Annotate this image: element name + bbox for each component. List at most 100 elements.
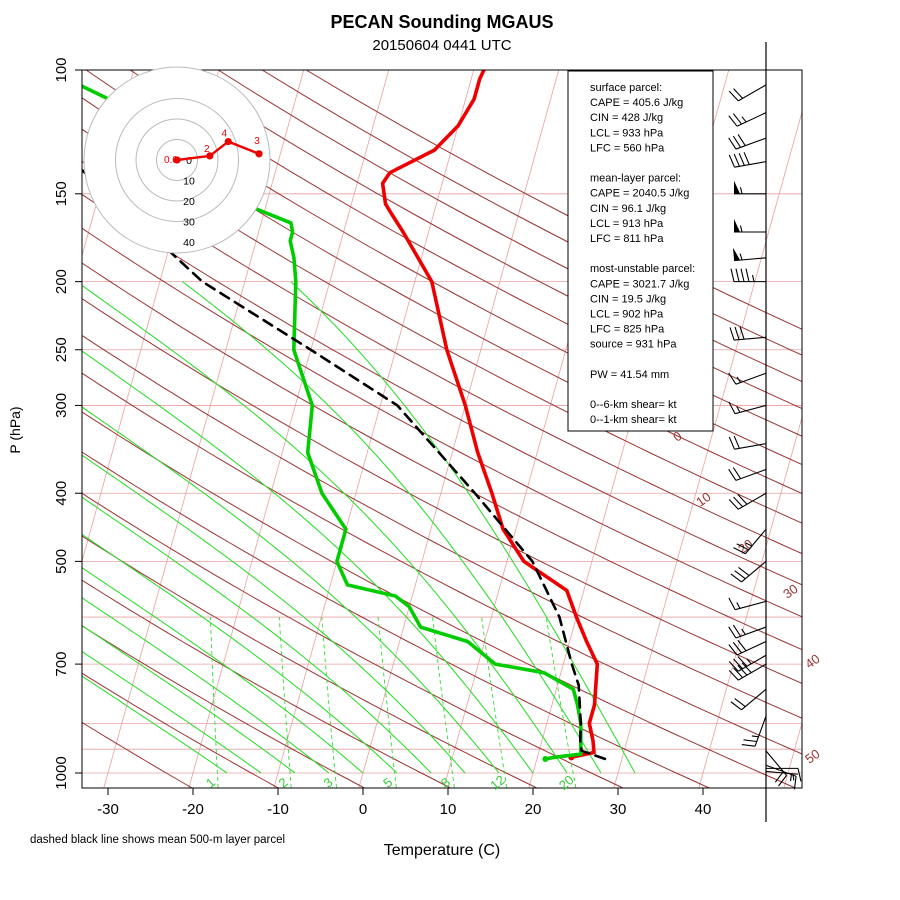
isotherm-line [358, 70, 560, 788]
stats-line: LCL = 913 hPa [590, 218, 664, 230]
mixing-ratio-line [321, 616, 337, 788]
wind-barb [728, 401, 767, 415]
wind-barb [734, 180, 766, 195]
hodograph-ring-label: 40 [183, 237, 195, 249]
hodograph-ring-label: 20 [183, 196, 195, 208]
x-tick-label: -10 [267, 801, 289, 818]
dry-adiabat-line [82, 193, 802, 586]
stats-line: PW = 41.54 mm [590, 369, 669, 381]
stats-line: CAPE = 3021.7 J/kg [590, 278, 689, 290]
stats-line: CAPE = 2040.5 J/kg [590, 188, 689, 200]
dry-adiabat-line [82, 492, 624, 788]
hodograph-ring-label: 10 [183, 176, 195, 188]
wind-barbs [728, 42, 802, 822]
moist-adiabat-line [82, 624, 296, 774]
mixing-ratio-line [210, 616, 219, 788]
hodograph-point [255, 150, 263, 158]
isotherm-label: 40 [802, 651, 822, 672]
wind-barb [728, 654, 767, 672]
y-tick-label: 250 [53, 337, 70, 362]
wind-barb [728, 597, 767, 611]
isotherm-label: 50 [802, 746, 822, 767]
isotherm-line [613, 110, 802, 788]
moist-adiabat-line [82, 350, 534, 774]
dry-adiabat-line [82, 411, 796, 788]
x-tick-label: 20 [525, 801, 542, 818]
y-axis: 100 150 200 250 300 400 500 700 1000 [53, 57, 82, 790]
wind-barb [730, 688, 767, 711]
moist-adiabat-line [82, 406, 500, 774]
hodograph-point-label: 4 [221, 129, 227, 140]
dry-adiabat-line [82, 672, 279, 788]
moist-adiabat-line [82, 284, 568, 774]
hodograph-ring [115, 98, 239, 222]
y-tick-label: 1000 [53, 756, 70, 789]
dry-adiabat-line [82, 535, 537, 788]
dewpoint-surface-point [542, 755, 549, 762]
wind-barb [734, 219, 766, 233]
moist-adiabat-line [82, 454, 466, 774]
mixing-ratio-label: 20 [556, 772, 577, 793]
dry-adiabat-line [82, 298, 802, 685]
stats-line: mean-layer parcel: [590, 173, 681, 185]
dry-adiabat-line [82, 160, 802, 555]
mixing-ratio-line [377, 616, 397, 788]
mixing-ratio-line [481, 616, 508, 788]
stats-line: LCL = 933 hPa [590, 127, 664, 139]
wind-barb [730, 560, 767, 583]
wind-barb [728, 467, 767, 481]
wind-barb [766, 767, 802, 782]
isotherm-line [783, 721, 802, 788]
hodograph-ring [135, 118, 219, 202]
hodograph-point [173, 156, 181, 164]
stats-line: LFC = 560 hPa [590, 142, 665, 154]
mixing-ratio-line [545, 616, 577, 788]
dry-adiabat-line [82, 97, 802, 495]
isotherm-line [103, 70, 305, 788]
wind-barb [728, 152, 767, 168]
dry-adiabat-line [82, 334, 802, 719]
stats-line: CAPE = 405.6 J/kg [590, 97, 683, 109]
hodograph-point [206, 152, 214, 160]
dry-adiabat-line [82, 262, 802, 651]
hodograph-ring [156, 139, 198, 181]
stats-line: surface parcel: [590, 82, 662, 94]
plot-frame [81, 69, 803, 789]
chart-title: PECAN Sounding MGAUS [331, 12, 554, 32]
isotherm-line [698, 415, 802, 788]
stats-box: surface parcel: CAPE = 405.6 J/kg CIN = 42… [567, 70, 714, 432]
dry-adiabat-line [82, 625, 365, 788]
wind-barb [728, 372, 767, 385]
x-axis: -30 -20 -10 0 10 20 30 40 [97, 788, 711, 818]
wind-barb [728, 492, 767, 510]
dry-adiabat-line [217, 70, 802, 383]
chart-subtitle: 20150604 0441 UTC [372, 37, 511, 54]
mixing-ratio-line [432, 616, 455, 788]
hodograph-point [224, 137, 232, 146]
wind-barb [730, 268, 766, 283]
stats-line: CIN = 428 J/kg [590, 112, 663, 124]
stats-line: 0--6-km shear= kt [590, 399, 677, 411]
sounding-series [82, 70, 607, 762]
mixing-ratio-lines [210, 616, 577, 788]
x-tick-label: -30 [97, 801, 119, 818]
isotherm-label: 30 [780, 581, 800, 602]
moist-adiabat-line [82, 496, 432, 774]
hodograph: 0 10 20 30 40 0.0 24 3 [83, 66, 271, 254]
moist-adiabat-line [82, 650, 262, 774]
mixing-ratio-labels: 1 2 3 5 8 12 20 [203, 772, 577, 793]
x-tick-label: -20 [182, 801, 204, 818]
parcel-line [82, 168, 607, 761]
moist-adiabat-line [182, 281, 602, 774]
dry-adiabat-line [82, 451, 710, 788]
mixing-ratio-label: 12 [487, 772, 508, 793]
wind-barb [728, 435, 767, 450]
stats-frame [567, 70, 714, 432]
dry-adiabat-line [82, 128, 802, 524]
stats-line: source = 931 hPa [590, 339, 677, 351]
temperature-line [380, 70, 600, 760]
moist-adiabat-line [290, 281, 636, 774]
dewpoint-line [82, 84, 583, 761]
